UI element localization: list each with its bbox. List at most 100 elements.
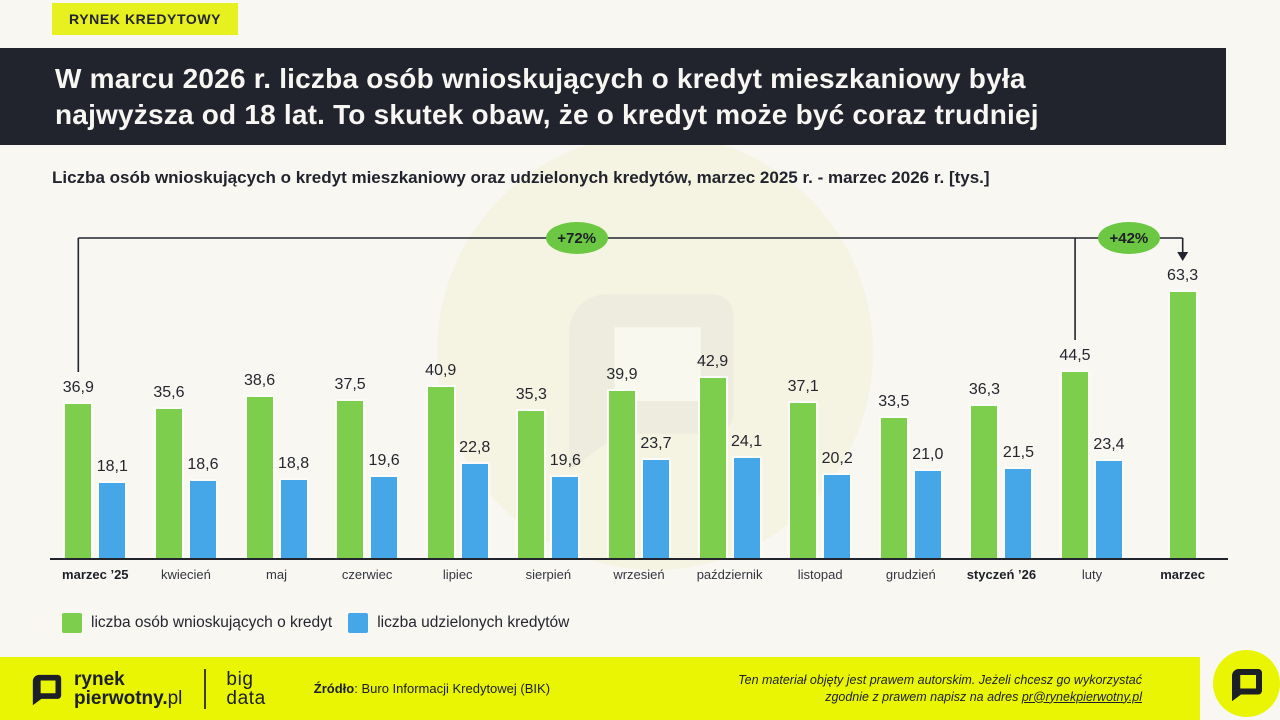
bar-value-label: 42,9 [696,353,729,371]
applicants-bar: 39,9 [606,366,638,558]
footer-bar: rynek pierwotny.pl big data Źródło: Buro… [0,657,1200,720]
bigdata-wordmark: big data [226,670,265,708]
granted-bar: 18,8 [278,455,309,558]
legend-label-applicants: liczba osób wnioskujących o kredyt [91,614,333,631]
bar-group: 33,5 21,0 [865,290,956,558]
legend-swatch-green [62,613,82,633]
bar-value-label: 19,6 [368,452,400,469]
bar-group: 38,6 18,8 [231,290,322,558]
applicants-bar: 42,9 [697,353,728,558]
granted-bar: 19,6 [550,452,581,558]
applicants-bar: 33,5 [878,393,909,558]
growth-badge-72-label: +72% [557,229,597,247]
growth-badge-42: +42% [1097,222,1160,254]
granted-bar: 22,8 [459,439,490,558]
footer-circle-logo [1213,650,1280,717]
granted-bar: 19,6 [369,452,400,558]
footer-divider [204,668,207,709]
bar-value-label: 22,8 [459,438,491,456]
legend-item-granted: liczba udzielonych kredytów [348,613,569,633]
bar-value-label: 36,9 [62,378,94,396]
bar-value-label: 63,3 [1167,267,1199,284]
category-label: maj [266,567,287,582]
granted-bar: 21,0 [912,446,943,558]
category-label: październik [696,567,763,582]
chart-legend: liczba osób wnioskujących o kredyt liczb… [62,613,569,633]
copyright-line2: zgodnie z prawem napisz na adres [825,689,1022,704]
bar-group: 37,5 19,6 [322,290,413,558]
bar-value-label: 39,9 [606,366,638,384]
bar-value-label: 37,5 [334,376,366,394]
bar-group: 40,9 22,8 [412,290,503,558]
bar-value-label: 21,5 [1002,444,1034,461]
granted-bar: 18,1 [97,458,128,558]
bar-group: 35,6 18,6 [141,290,232,558]
applicants-bar: 35,6 [153,384,184,558]
bar-value-label: 37,1 [787,377,819,395]
bar-group: 63,3 [1137,267,1228,558]
applicants-bar: 36,3 [969,381,1000,558]
bar-value-label: 40,9 [425,361,457,379]
applicants-bar: 40,9 [425,362,456,558]
brand-wordmark: rynek pierwotny.pl [74,670,182,708]
category-label: luty [1081,567,1103,582]
brand-line2-bold: pierwotny. [74,687,168,709]
topic-badge: RYNEK KREDYTOWY [52,3,239,35]
growth-badge-72: +72% [545,222,608,254]
applicants-bar: 35,3 [516,386,547,558]
applicants-bar: 37,5 [335,376,366,558]
legend-swatch-blue [348,613,369,633]
granted-bar: 23,4 [1093,436,1125,558]
legend-item-applicants: liczba osób wnioskujących o kredyt [62,613,332,633]
bar-value-label: 19,6 [549,452,581,469]
bar-group: 42,9 24,1 [684,290,775,558]
applicants-bar: 38,6 [244,372,275,558]
bar-value-label: 23,4 [1093,435,1125,453]
category-label: kwiecień [160,567,211,582]
x-axis-line [50,558,1228,560]
category-label: czerwiec [341,567,393,582]
category-label: lipiec [442,567,473,582]
bar-group: 36,9 18,1 [50,290,141,558]
copyright-note: Ten materiał objęty jest prawem autorski… [738,672,1142,706]
category-label: sierpień [525,567,572,582]
bar-value-label: 33,5 [878,393,910,411]
legend-label-granted: liczba udzielonych kredytów [377,614,570,631]
bar-group: 35,3 19,6 [503,290,594,558]
category-label: listopad [797,567,843,582]
bar-value-label: 35,3 [515,385,547,403]
bar-value-label: 23,7 [640,434,672,452]
category-label: grudzień [885,567,936,582]
brand-line1: rynek [74,668,125,690]
source-text: : Buro Informacji Kredytowej (BIK) [354,681,551,696]
category-label: styczeń ’26 [966,567,1037,582]
bar-group: 39,9 23,7 [594,290,685,558]
bar-value-label: 36,3 [968,381,1000,399]
category-label: marzec ’25 [62,567,129,582]
bar-value-label: 21,0 [912,446,944,464]
granted-bar: 21,5 [1003,444,1034,558]
chart-title: Liczba osób wnioskujących o kredyt miesz… [52,168,990,187]
bar-group: 44,5 23,4 [1047,290,1138,558]
copyright-line1: Ten materiał objęty jest prawem autorski… [738,672,1142,687]
bar-value-label: 20,2 [821,449,853,467]
bar-value-label: 38,6 [243,371,276,389]
circle-logo-icon [1231,668,1262,701]
granted-bar: 23,7 [640,435,672,558]
source-note: Źródło: Buro Informacji Kredytowej (BIK) [314,681,550,696]
applicants-bar: 44,5 [1059,347,1091,558]
growth-badge-42-label: +42% [1109,229,1149,247]
brand-line2-light: pl [167,687,183,709]
bar-group: 37,1 20,2 [775,290,866,558]
bracket-arrowhead [1177,252,1189,261]
bigdata-line1: big [226,668,254,690]
granted-bar: 24,1 [731,433,762,558]
x-axis-labels: marzec ’25 kwiecień maj czerwiec lipiec sierp… [50,567,1228,582]
copyright-email-link[interactable]: pr@rynekpierwotny.pl [1021,689,1142,704]
brand-logo-icon [32,674,62,705]
applicants-bar: 63,3 [1167,267,1198,558]
bigdata-line2: data [226,687,266,709]
source-label: Źródło [313,681,355,696]
granted-bar: 20,2 [822,450,853,558]
